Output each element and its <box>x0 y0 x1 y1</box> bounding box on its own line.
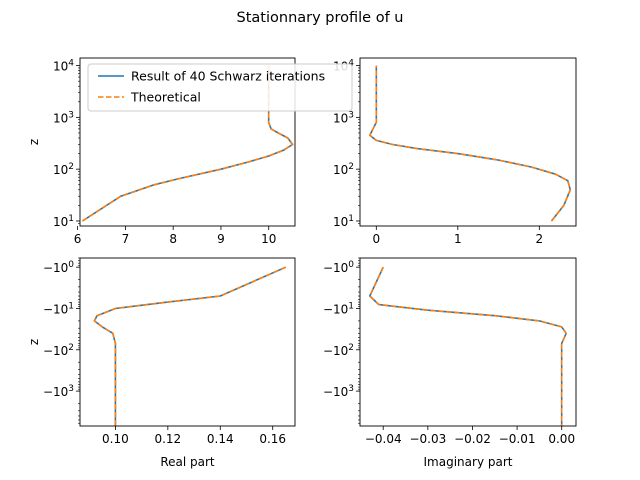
x-tick-label: 8 <box>169 232 177 246</box>
axes-frame-top-right <box>359 57 577 227</box>
series-line-2-top-right <box>368 65 572 222</box>
axes-frame-bottom-left <box>79 257 296 427</box>
x-axis-label: Real part <box>160 455 215 469</box>
legend: Result of 40 Schwarz iterations Theoreti… <box>87 63 353 112</box>
x-tick-label: 1 <box>454 232 462 246</box>
y-tick-label: 101 <box>333 214 354 229</box>
y-tick-label: −103 <box>323 384 354 399</box>
y-tick-label: 101 <box>53 214 74 229</box>
legend-label-series-2: Theoretical <box>130 90 201 105</box>
x-tick-label: 0.12 <box>154 432 181 446</box>
x-tick-label: 0.16 <box>259 432 286 446</box>
y-tick-label: −101 <box>43 301 74 316</box>
x-axis-label: Imaginary part <box>424 455 513 469</box>
y-tick-label: 104 <box>53 59 74 74</box>
y-tick-label: −102 <box>43 343 74 358</box>
x-tick-label: 9 <box>217 232 225 246</box>
y-tick-label: −102 <box>323 343 354 358</box>
series-line-1-bottom-left <box>93 266 287 426</box>
x-tick-label: 0.10 <box>102 432 129 446</box>
subplot-top-right: 012101102103104 <box>333 57 577 246</box>
series-line-1-bottom-right <box>368 266 568 426</box>
x-tick-label: 2 <box>536 232 544 246</box>
y-tick-label: −100 <box>43 260 74 275</box>
y-tick-label: 103 <box>53 110 74 125</box>
x-tick-label: 0 <box>372 232 380 246</box>
series-line-1-top-right <box>368 65 572 222</box>
series-line-2-top-left <box>81 65 294 222</box>
series-line-2-bottom-left <box>93 266 287 426</box>
subplot-bottom-right: −0.04 −0.03 −0.02 −0.01 0.00 −100 −101 −102 −103… <box>323 257 577 469</box>
y-tick-label: 103 <box>333 110 354 125</box>
legend-label-series-1: Result of 40 Schwarz iterations <box>131 69 325 84</box>
series-line-2-bottom-right <box>368 266 568 426</box>
y-tick-label: −100 <box>323 260 354 275</box>
subplot-grid: 678910101102103104z0121011021031040.100.… <box>27 57 577 469</box>
x-tick-label: −0.02 <box>454 432 491 446</box>
legend-frame <box>87 63 353 112</box>
x-tick-label: 0.14 <box>207 432 234 446</box>
y-tick-label: 102 <box>53 162 74 177</box>
x-tick-label: 6 <box>74 232 82 246</box>
x-tick-label: 7 <box>122 232 130 246</box>
x-tick-label: −0.04 <box>365 432 402 446</box>
x-tick-label: −0.03 <box>409 432 446 446</box>
y-axis-label: z <box>27 139 41 145</box>
y-axis-label: z <box>27 339 41 345</box>
y-tick-label: −101 <box>323 301 354 316</box>
x-tick-label: 0.00 <box>548 432 575 446</box>
y-tick-label: −103 <box>43 384 74 399</box>
x-tick-label: −0.01 <box>499 432 536 446</box>
axes-frame-bottom-right <box>359 257 577 427</box>
figure-title: Stationnary profile of u <box>237 10 404 26</box>
subplot-bottom-left: 0.10 0.12 0.14 0.16 −100 −101 −102 −103 Real par… <box>27 257 296 469</box>
subplot-top-left: 6 7 8 9 10 101 102 103 104 z <box>27 57 296 246</box>
x-tick-label: 10 <box>261 232 276 246</box>
y-tick-label: 102 <box>333 162 354 177</box>
axes-frame-top-left <box>79 57 296 227</box>
